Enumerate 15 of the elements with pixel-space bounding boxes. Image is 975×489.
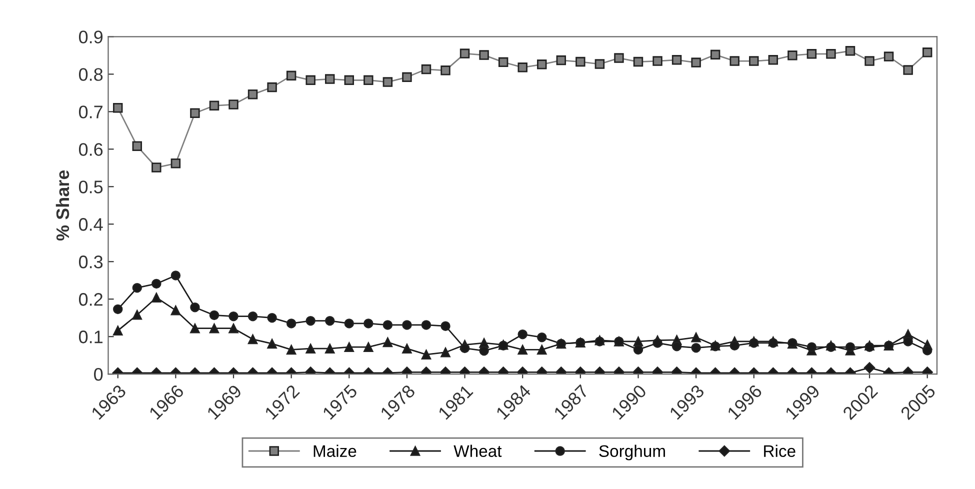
legend-label: Maize (314, 444, 356, 457)
y-tick-label: 0.3 (78, 256, 103, 268)
y-tick-label: 0 (94, 368, 103, 381)
y-tick-label: 0.6 (78, 143, 103, 156)
y-tick-label: 0.4 (78, 218, 103, 231)
y-tick-label: 0.7 (78, 106, 102, 118)
y-tick-label: 0.1 (78, 330, 102, 344)
y-tick-label: 0.5 (78, 180, 103, 194)
y-tick-label: 0.9 (78, 30, 103, 44)
legend-label: Sorghum (599, 444, 665, 460)
y-tick-label: 0.8 (78, 68, 103, 81)
y-tick-label: 0.2 (78, 293, 102, 306)
legend-label: Wheat (454, 444, 502, 457)
legend-label: Rice (764, 444, 796, 457)
y-axis-title: % Share (56, 170, 70, 241)
